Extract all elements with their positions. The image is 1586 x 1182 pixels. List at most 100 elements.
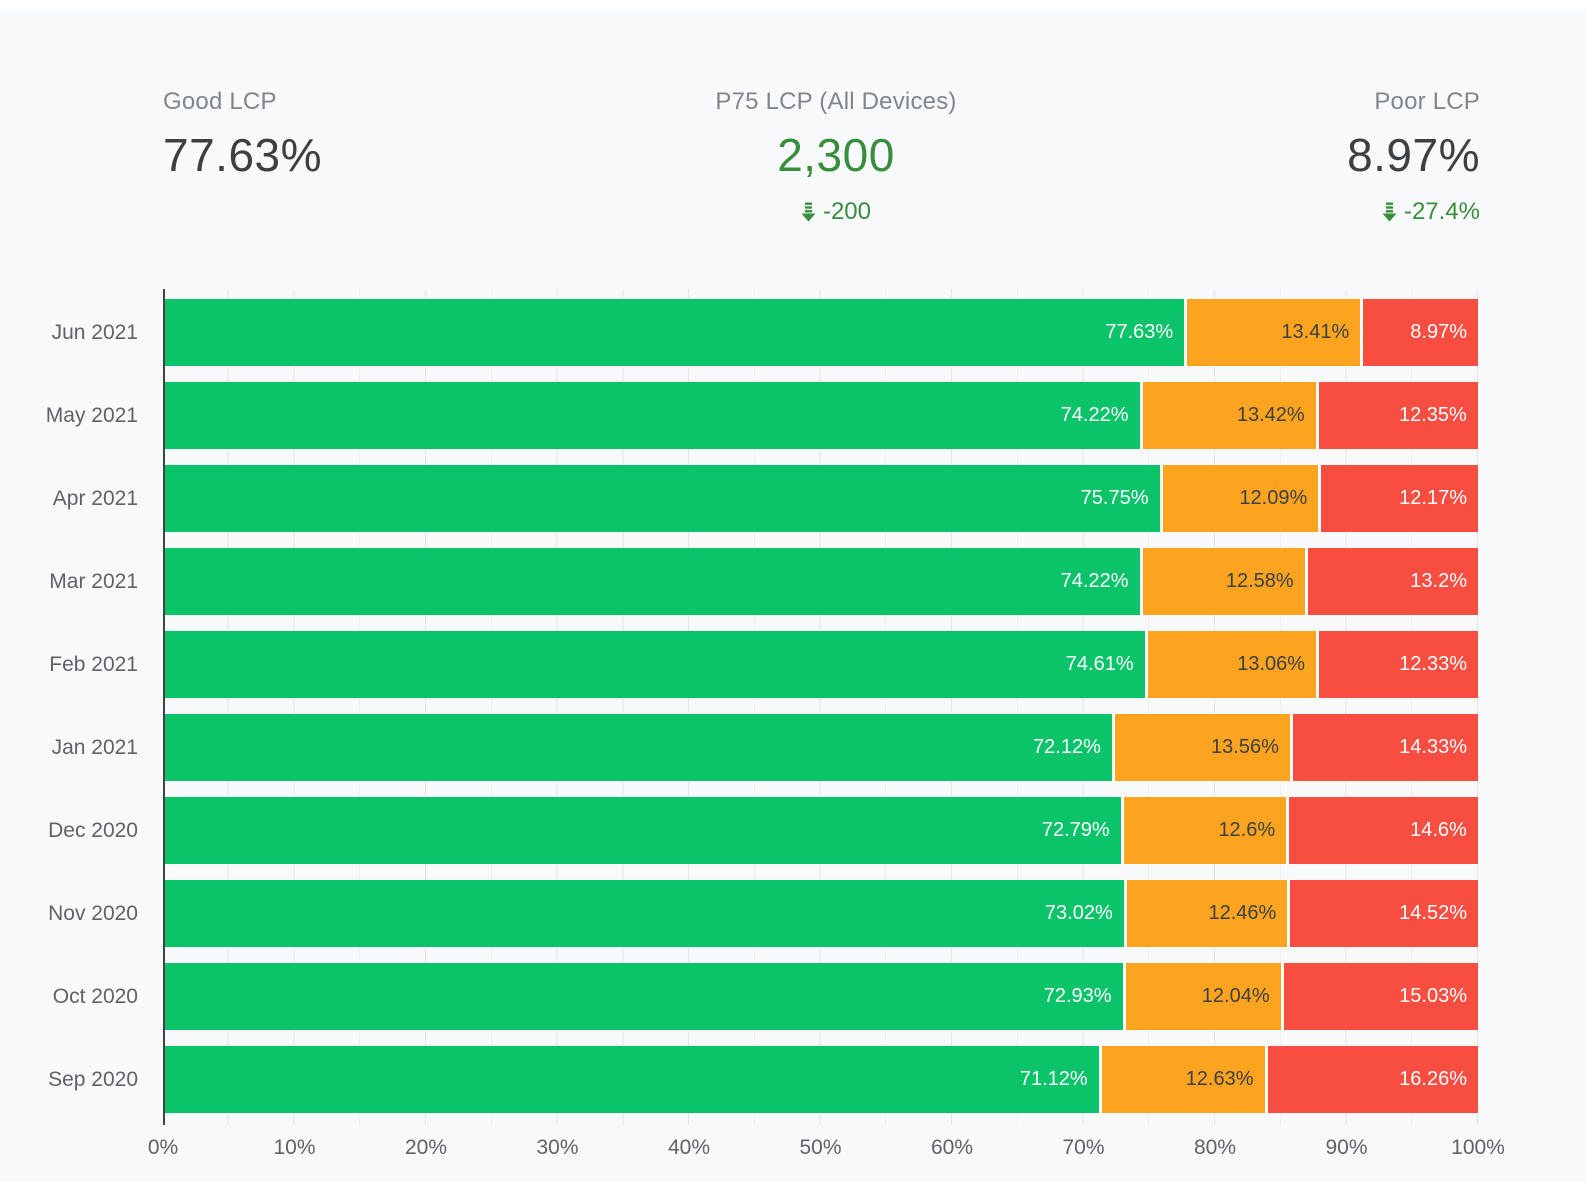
bar-segment-value: 72.93% [1043, 985, 1112, 1007]
scorecard-label: Poor LCP [1374, 88, 1480, 115]
category-label: Nov 2020 [48, 901, 138, 925]
bar-segment-value: 74.22% [1060, 404, 1129, 426]
category-label: Dec 2020 [48, 818, 138, 842]
bar-segment-good[interactable]: 72.79% [165, 797, 1121, 864]
scorecard-value: 8.97% [1347, 129, 1480, 181]
x-axis-tick-label: 30% [536, 1136, 579, 1159]
y-axis-line [163, 289, 165, 1125]
bar-segment-good[interactable]: 72.93% [165, 963, 1123, 1030]
bar-segment-poor[interactable]: 14.6% [1286, 797, 1478, 864]
bar-track: 72.79% 12.6% 14.6% [165, 797, 1478, 864]
bar-segment-needs-improvement[interactable]: 12.58% [1139, 548, 1305, 615]
bar-row: Mar 2021 74.22% 12.58% 13.2% [49, 548, 1478, 615]
x-axis-tick-label: 70% [1062, 1136, 1105, 1159]
bar-segment-poor[interactable]: 15.03% [1280, 963, 1478, 1030]
bar-segment-needs-improvement[interactable]: 13.56% [1111, 714, 1290, 781]
top-strip [0, 0, 1586, 10]
bar-segment-value: 13.2% [1410, 570, 1467, 592]
bar-segment-good[interactable]: 74.61% [165, 631, 1145, 698]
bar-segment-value: 13.42% [1236, 404, 1305, 426]
bar-segment-value: 74.22% [1060, 570, 1129, 592]
x-axis-tick-label: 20% [404, 1136, 448, 1159]
bar-segment-good[interactable]: 72.12% [165, 714, 1112, 781]
scorecard-poor-lcp: Poor LCP 8.97% -27.4% [1347, 88, 1480, 226]
bar-segment-poor[interactable]: 12.35% [1315, 382, 1478, 449]
bar-segment-value: 74.61% [1065, 653, 1134, 675]
bar-segment-good[interactable]: 74.22% [165, 382, 1140, 449]
bar-segment-needs-improvement[interactable]: 12.46% [1123, 880, 1288, 947]
down-arrow-icon [801, 202, 816, 222]
bar-segment-value: 77.63% [1105, 321, 1174, 343]
bar-segment-needs-improvement[interactable]: 13.41% [1184, 299, 1361, 366]
bar-segment-needs-improvement[interactable]: 12.6% [1120, 797, 1287, 864]
bar-segment-value: 75.75% [1080, 487, 1149, 509]
bar-segment-value: 15.03% [1399, 985, 1467, 1007]
bar-row: Feb 2021 74.61% 13.06% 12.33% [49, 631, 1478, 698]
bar-track: 72.93% 12.04% 15.03% [165, 963, 1478, 1030]
bar-segment-needs-improvement[interactable]: 12.09% [1159, 465, 1319, 532]
bar-track: 74.22% 12.58% 13.2% [165, 548, 1478, 615]
x-axis-tick-label: 90% [1325, 1136, 1368, 1159]
bar-segment-value: 12.6% [1218, 819, 1276, 841]
bar-segment-poor[interactable]: 16.26% [1264, 1046, 1478, 1113]
x-axis-tick-label: 0% [147, 1136, 179, 1159]
x-axis: 0% 10% 20% 30% 40% 50% 60% 70% 80% 90% 100% [148, 1133, 1505, 1163]
bar-segment-needs-improvement[interactable]: 13.42% [1139, 382, 1316, 449]
bar-segment-poor[interactable]: 12.33% [1316, 631, 1478, 698]
bar-segment-poor[interactable]: 14.33% [1289, 714, 1478, 781]
bar-segment-value: 72.79% [1041, 819, 1110, 841]
bar-segment-needs-improvement[interactable]: 12.04% [1122, 963, 1281, 1030]
bar-row: Jun 2021 77.63% 13.41% 8.97% [52, 299, 1478, 366]
bar-segment-good[interactable]: 74.22% [165, 548, 1140, 615]
bar-track: 73.02% 12.46% 14.52% [165, 880, 1478, 947]
bar-segment-poor[interactable]: 14.52% [1287, 880, 1478, 947]
category-label: Mar 2021 [49, 569, 138, 593]
bar-segment-value: 72.12% [1033, 736, 1101, 758]
bar-segment-value: 12.33% [1399, 653, 1467, 675]
bar-segment-value: 12.17% [1399, 487, 1467, 509]
bar-row: Apr 2021 75.75% 12.09% 12.17% [53, 465, 1478, 532]
scorecard-label: Good LCP [163, 88, 277, 115]
bar-row: Jan 2021 72.12% 13.56% 14.33% [52, 714, 1478, 781]
bar-track: 72.12% 13.56% 14.33% [165, 714, 1478, 781]
bar-segment-good[interactable]: 73.02% [165, 880, 1124, 947]
bar-segment-value: 13.06% [1237, 653, 1306, 675]
x-axis-tick-label: 60% [930, 1136, 974, 1159]
scorecard-p75-lcp: P75 LCP (All Devices) 2,300 -200 [636, 88, 1036, 226]
bar-segment-needs-improvement[interactable]: 13.06% [1144, 631, 1317, 698]
bar-track: 74.61% 13.06% 12.33% [165, 631, 1478, 698]
x-axis-tick-label: 80% [1193, 1136, 1237, 1159]
bar-segment-poor[interactable]: 8.97% [1360, 299, 1478, 366]
category-label: Feb 2021 [49, 652, 138, 676]
x-axis-tick-label: 10% [273, 1136, 316, 1159]
category-label: Sep 2020 [48, 1067, 138, 1091]
bar-row: May 2021 74.22% 13.42% 12.35% [46, 382, 1478, 449]
scorecard-value: 2,300 [777, 129, 895, 181]
bar-segment-value: 13.56% [1211, 736, 1279, 758]
bar-segment-poor[interactable]: 13.2% [1304, 548, 1478, 615]
category-label: Jun 2021 [51, 320, 138, 344]
bar-rows: Jun 2021 77.63% 13.41% 8.97% May 2021 74.22% 1… [46, 299, 1478, 1113]
bar-segment-value: 14.52% [1399, 902, 1467, 924]
category-label: Oct 2020 [52, 984, 138, 1008]
bar-segment-value: 8.97% [1410, 321, 1467, 343]
bar-segment-value: 14.6% [1410, 819, 1467, 841]
bar-segment-value: 12.04% [1201, 985, 1270, 1007]
bar-row: Sep 2020 71.12% 12.63% 16.26% [48, 1046, 1478, 1113]
bar-track: 77.63% 13.41% 8.97% [165, 299, 1478, 366]
x-axis-tick-label: 40% [667, 1136, 711, 1159]
bar-segment-good[interactable]: 71.12% [165, 1046, 1099, 1113]
bar-track: 75.75% 12.09% 12.17% [165, 465, 1478, 532]
bar-segment-good[interactable]: 77.63% [165, 299, 1185, 366]
bar-segment-poor[interactable]: 12.17% [1318, 465, 1478, 532]
change-value: -27.4% [1403, 198, 1480, 225]
bar-segment-value: 16.26% [1399, 1068, 1467, 1090]
bar-segment-needs-improvement[interactable]: 12.63% [1098, 1046, 1265, 1113]
category-label: May 2021 [45, 403, 138, 427]
category-label: Jan 2021 [51, 735, 138, 759]
change-indicator: -200 [636, 198, 1036, 226]
bar-segment-value: 12.58% [1225, 570, 1294, 592]
scorecard-label: P75 LCP (All Devices) [715, 88, 957, 115]
bar-segment-good[interactable]: 75.75% [165, 465, 1160, 532]
bar-segment-value: 12.63% [1185, 1068, 1254, 1090]
